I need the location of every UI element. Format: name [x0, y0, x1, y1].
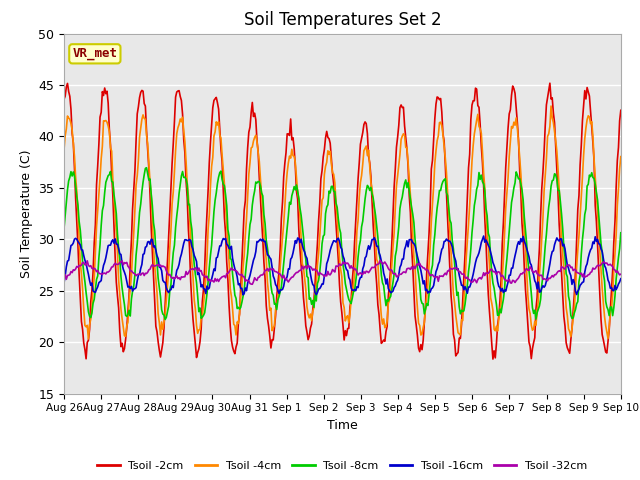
Text: VR_met: VR_met	[72, 48, 117, 60]
Title: Soil Temperatures Set 2: Soil Temperatures Set 2	[244, 11, 441, 29]
Legend: Tsoil -2cm, Tsoil -4cm, Tsoil -8cm, Tsoil -16cm, Tsoil -32cm: Tsoil -2cm, Tsoil -4cm, Tsoil -8cm, Tsoi…	[93, 457, 592, 476]
Y-axis label: Soil Temperature (C): Soil Temperature (C)	[20, 149, 33, 278]
X-axis label: Time: Time	[327, 419, 358, 432]
